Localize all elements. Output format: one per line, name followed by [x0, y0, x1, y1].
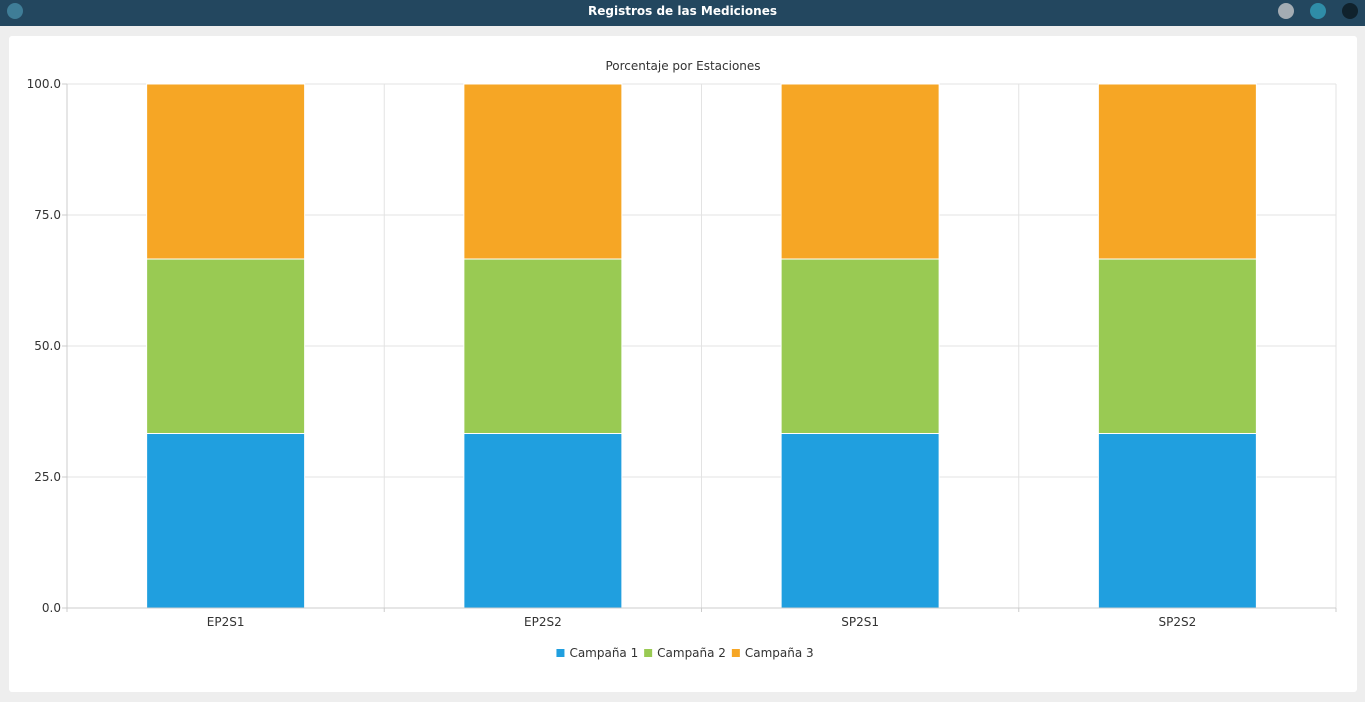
bar-segment-sp2s1-series-2[interactable] [780, 258, 940, 435]
app-icon [7, 3, 23, 19]
legend-label-series-2[interactable]: Campaña 2 [657, 646, 726, 660]
bar-segment-sp2s1-series-1[interactable] [780, 433, 940, 609]
bar-segment-sp2s2-series-2[interactable] [1097, 258, 1257, 435]
y-tick-label: 0.0 [42, 601, 61, 615]
window-titlebar: Registros de las Mediciones [0, 0, 1365, 26]
chart-title: Porcentaje por Estaciones [605, 59, 760, 73]
y-tick-label: 75.0 [34, 208, 61, 222]
legend-swatch-series-1[interactable] [556, 649, 565, 657]
minimize-button[interactable] [1278, 3, 1294, 19]
legend-label-series-1[interactable]: Campaña 1 [569, 646, 638, 660]
bar-segment-sp2s2-series-1[interactable] [1097, 433, 1257, 609]
x-tick-label: EP2S2 [524, 615, 562, 629]
y-tick-label: 25.0 [34, 470, 61, 484]
x-tick-label: SP2S1 [841, 615, 879, 629]
legend-label-series-3[interactable]: Campaña 3 [745, 646, 814, 660]
window-title: Registros de las Mediciones [588, 4, 777, 18]
x-tick-label: SP2S2 [1159, 615, 1197, 629]
legend-swatch-series-2[interactable] [644, 649, 653, 657]
bar-segment-ep2s1-series-3[interactable] [146, 83, 306, 260]
bar-segment-ep2s1-series-1[interactable] [146, 433, 306, 609]
bar-segment-sp2s2-series-3[interactable] [1097, 83, 1257, 260]
y-tick-label: 50.0 [34, 339, 61, 353]
bar-segment-ep2s2-series-3[interactable] [463, 83, 623, 260]
y-tick-label: 100.0 [27, 77, 61, 91]
x-tick-label: EP2S1 [207, 615, 245, 629]
bar-segment-ep2s2-series-1[interactable] [463, 433, 623, 609]
bar-segment-sp2s1-series-3[interactable] [780, 83, 940, 260]
legend-swatch-series-3[interactable] [731, 649, 740, 657]
maximize-button[interactable] [1310, 3, 1326, 19]
bar-segment-ep2s2-series-2[interactable] [463, 258, 623, 435]
bar-segment-ep2s1-series-2[interactable] [146, 258, 306, 435]
close-button[interactable] [1342, 3, 1358, 19]
